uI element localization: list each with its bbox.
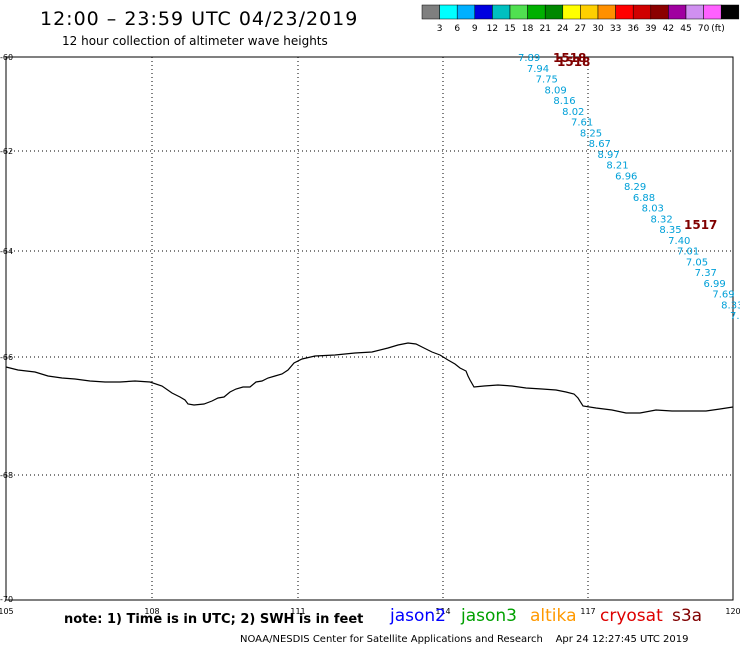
wave-height-label: 7.61: [571, 118, 593, 129]
lat-label: -64: [0, 247, 13, 256]
legend-swatch: [562, 4, 581, 20]
latitude-labels: -60 -62 -64 -66 -68 -70: [0, 53, 13, 604]
satellite-s3a: s3a: [672, 606, 703, 626]
legend-label: 33: [610, 24, 621, 34]
timestamp-text: Apr 24 12:27:45 UTC 2019: [555, 634, 689, 645]
legend-swatch: [615, 4, 634, 20]
wave-height-label: 7.75: [536, 75, 558, 86]
wave-height-label: 8.21: [606, 161, 628, 172]
color-legend: 3 6 9 12 15 18 21 24 27 30 33 36 39 42 45 70 (ft): [421, 4, 740, 34]
legend-swatch: [509, 4, 528, 20]
legend-label: 24: [557, 24, 569, 34]
wave-height-label: 6.88: [633, 193, 655, 204]
legend-label: 9: [472, 24, 478, 34]
wave-height-label: 8.32: [651, 214, 673, 225]
legend-label: 6: [454, 24, 460, 34]
wave-height-label: 6.96: [615, 171, 637, 182]
page-title: 12:00 – 23:59 UTC 04/23/2019: [40, 8, 359, 30]
lat-label: -62: [0, 147, 13, 156]
legend-label: 21: [539, 24, 550, 34]
satellite-cryosat: cryosat: [600, 606, 663, 626]
lon-label: 105: [0, 607, 14, 616]
legend-label: 45: [680, 24, 691, 34]
legend-swatch: [650, 4, 669, 20]
map-frame: [5, 56, 734, 601]
antarctic-coastline: [5, 342, 734, 414]
wave-height-label: 7.37: [695, 268, 717, 279]
lon-label: 120: [725, 607, 740, 616]
wave-height-label: 7.89: [518, 53, 540, 64]
wave-height-label: 8.33: [721, 300, 740, 311]
legend-swatch: [544, 4, 564, 20]
legend-swatch: [456, 4, 476, 20]
wave-height-label: 8.09: [545, 85, 567, 96]
longitude-labels: 105 108 111 114 117 120: [0, 607, 740, 616]
wave-height-label: 8.29: [624, 182, 646, 193]
legend-swatch: [492, 4, 511, 20]
legend-swatch: [685, 4, 704, 20]
legend-label: 42: [663, 24, 674, 34]
legend-swatch: [632, 4, 652, 20]
lat-label: -60: [0, 53, 13, 62]
wave-height-label: 6.99: [704, 279, 726, 290]
wave-height-label: 8.97: [598, 150, 620, 161]
legend-swatch: [597, 4, 616, 20]
wave-height-label: 8.25: [580, 128, 602, 139]
lat-label: -68: [0, 471, 13, 480]
wave-height-label: 8.03: [642, 204, 664, 215]
wave-height-label: 7.40: [668, 236, 690, 247]
legend-label: 36: [627, 24, 639, 34]
wave-height-label: 7.94: [527, 64, 549, 75]
legend-label: 3: [437, 24, 443, 34]
legend-label: 39: [645, 24, 657, 34]
legend-label: 30: [592, 24, 604, 34]
legend-swatch: [703, 4, 722, 20]
legend-label: 12: [487, 24, 498, 34]
pass-number-label: 1518: [557, 55, 590, 69]
wave-height-label: 8.35: [659, 225, 681, 236]
satellite-jason3: jason3: [461, 606, 517, 626]
legend-label: 27: [575, 24, 586, 34]
lon-label: 114: [435, 607, 450, 616]
lat-label: -70: [0, 595, 13, 604]
footer-credit: NOAA/NESDIS Center for Satellite Applica…: [240, 634, 689, 645]
wave-height-label: 7.01: [677, 247, 699, 258]
pass-number-label: 1518: [553, 51, 586, 65]
legend-swatch: [720, 4, 740, 20]
credit-text: NOAA/NESDIS Center for Satellite Applica…: [240, 634, 543, 645]
satellite-altika: altika: [530, 606, 577, 626]
lat-label: -66: [0, 353, 13, 362]
legend-label: 70: [698, 24, 710, 34]
lon-label: 108: [144, 607, 159, 616]
wave-height-labels: 7.897.947.758.098.168.027.618.258.678.97…: [518, 53, 740, 322]
lon-label: 111: [290, 607, 305, 616]
wave-height-label: 7.69: [712, 290, 734, 301]
legend-unit: (ft): [711, 24, 725, 34]
page-subtitle: 12 hour collection of altimeter wave hei…: [62, 34, 328, 48]
pass-number-label: 1517: [684, 218, 717, 232]
lon-label: 117: [580, 607, 595, 616]
wave-height-label: 7.8: [730, 311, 740, 322]
wave-height-label: 8.02: [562, 107, 584, 118]
wave-height-label: 8.67: [589, 139, 611, 150]
legend-swatch: [580, 4, 599, 20]
legend-label: 18: [522, 24, 534, 34]
wave-height-label: 7.05: [686, 257, 708, 268]
legend-swatch: [668, 4, 687, 20]
note-text: note: 1) Time is in UTC; 2) SWH is in fe…: [64, 612, 364, 627]
legend-swatch: [421, 4, 440, 20]
satellite-jason2: jason2: [390, 606, 446, 626]
wave-height-label: 8.16: [553, 96, 575, 107]
legend-label: 15: [504, 24, 515, 34]
legend-swatch: [474, 4, 493, 20]
legend-swatch: [527, 4, 546, 20]
legend-swatch: [439, 4, 458, 20]
graticule: [6, 57, 733, 600]
